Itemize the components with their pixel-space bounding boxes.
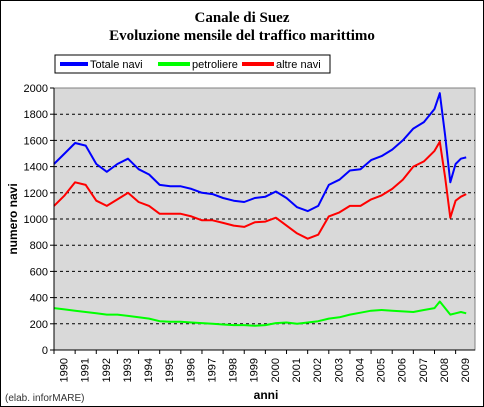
x-tick-label: 1998 [228,358,240,382]
y-tick-label: 600 [30,266,48,278]
x-tick-label: 1997 [206,358,218,382]
y-axis-ticks: 0 200 400 600 800 1000 1200 1400 1600 1800 2000 [24,83,54,357]
x-tick-label: 1999 [249,358,261,382]
x-tick-label: 1996 [185,358,197,382]
legend: Totale navi petroliere altre navi [54,54,331,74]
chart-subtitle: Evoluzione mensile del traffico marittim… [109,28,375,44]
x-tick-label: 2001 [291,358,303,382]
y-axis-label: numero navi [6,183,20,254]
chart-title: Canale di Suez [194,10,289,26]
series-line-petroliere [53,300,467,327]
x-tick-label: 1992 [101,358,113,382]
x-tick-label: 2006 [397,358,409,382]
x-tick-label: 1994 [143,358,155,382]
x-tick-label: 1993 [122,358,134,382]
gridlines [54,113,475,325]
y-tick-label: 1200 [24,188,48,200]
x-tick-label: 1991 [80,358,92,382]
y-tick-label: 400 [30,293,48,305]
legend-box [54,54,331,74]
series-line-altre-navi [53,140,467,240]
y-tick-label: 1400 [24,162,48,174]
x-tick-label: 1995 [164,358,176,382]
x-tick-label: 2002 [312,358,324,382]
y-tick-label: 0 [42,345,48,357]
series-lines [53,92,467,327]
legend-label-altre-navi: altre navi [276,59,321,71]
y-tick-label: 1000 [24,214,48,226]
x-tick-label: 2007 [418,358,430,382]
x-tick-label: 1990 [58,358,70,382]
x-tick-label: 2005 [376,358,388,382]
y-tick-label: 1800 [24,109,48,121]
x-tick-label: 2003 [333,358,345,382]
legend-label-petroliere: petroliere [192,59,238,71]
x-axis-ticks: 1990 1991 1992 1993 1994 1995 1996 1997 1998 1999… [53,350,472,382]
series-line-totale-navi [53,92,467,213]
y-tick-label: 1600 [24,135,48,147]
x-tick-label: 2008 [439,358,451,382]
y-tick-label: 2000 [24,83,48,95]
x-tick-label: 2009 [460,358,472,382]
x-tick-label: 2004 [354,358,366,382]
x-axis-label: anni [254,388,279,402]
y-tick-label: 200 [30,319,48,331]
legend-label-totale-navi: Totale navi [90,59,143,71]
y-tick-label: 800 [30,240,48,252]
credit-text: (elab. inforMARE) [5,393,84,404]
x-tick-label: 2000 [270,358,282,382]
